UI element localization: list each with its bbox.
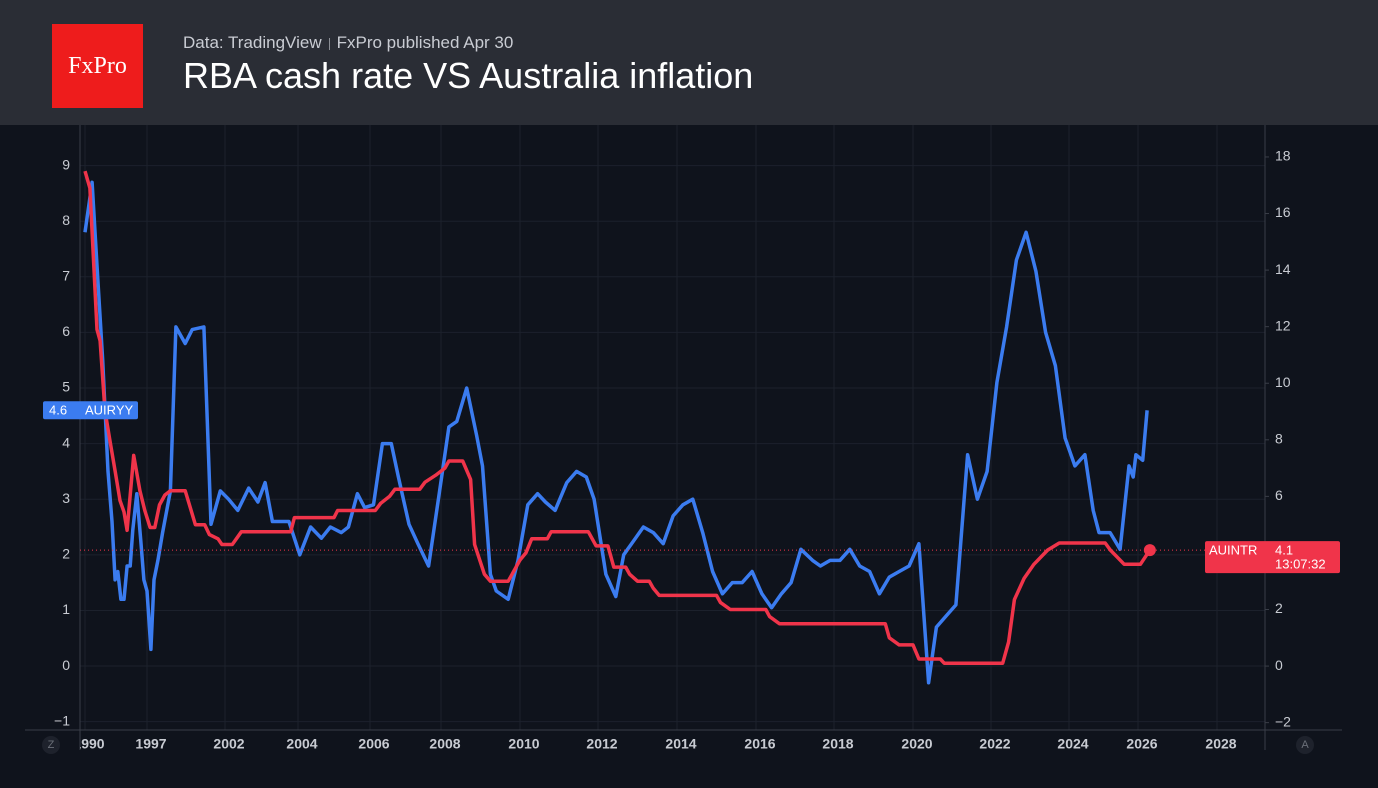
x-tick-label: 1997 (135, 736, 166, 752)
x-tick-label: 2016 (744, 736, 775, 752)
x-tick-label: 2008 (429, 736, 460, 752)
y2-tick-label: 18 (1275, 148, 1291, 164)
y-tick-label: 8 (62, 212, 70, 228)
published: FxPro published Apr 30 (336, 33, 514, 52)
y2-tick-label: 6 (1275, 487, 1283, 503)
x-tick-label: 2006 (358, 736, 389, 752)
last-point (1143, 544, 1156, 557)
x-tick-label: 1990 (73, 736, 104, 752)
y2-tick-label: 2 (1275, 600, 1283, 616)
grid (80, 125, 1265, 730)
header: FxPro Data: TradingView FxPro published A… (0, 0, 1378, 125)
separator (328, 37, 330, 50)
y-tick-label: 4 (62, 434, 70, 450)
countdown: 13:07:32 (1275, 557, 1326, 572)
x-tick-label: 2028 (1205, 736, 1236, 752)
y2-tick-label: 16 (1275, 204, 1291, 220)
x-tick-label: 2020 (901, 736, 932, 752)
source: Data: TradingView (183, 33, 322, 52)
x-tick-label: 2002 (213, 736, 244, 752)
plot (80, 170, 1265, 685)
y-tick-label: 7 (62, 268, 70, 284)
series-name: AUIRYY (85, 403, 133, 418)
source-line: Data: TradingView FxPro published Apr 30 (183, 33, 513, 53)
x-tick-label: 2012 (586, 736, 617, 752)
scale-button[interactable] (1296, 736, 1314, 754)
y-tick-label: 9 (62, 156, 70, 172)
scale-button-label: A (1301, 739, 1309, 751)
series-label-box (43, 401, 138, 420)
y-tick-label: 6 (62, 323, 70, 339)
x-tick-labels: 1990 1997 2002 2004 2006 2008 2010 2012 2014 2016… (73, 736, 1237, 752)
y2-tick-label: 8 (1275, 431, 1283, 447)
y-tick-label: 2 (62, 546, 70, 562)
x-tick-label: 2022 (979, 736, 1010, 752)
y-tick-label: 1 (62, 601, 70, 617)
x-tick-label: 2024 (1057, 736, 1088, 752)
series-label-box (1205, 541, 1340, 574)
x-tick-label: 2014 (665, 736, 696, 752)
last-value: 4.1 (1275, 543, 1293, 558)
logo: FxPro (52, 24, 143, 108)
y-tick-label: 3 (62, 490, 70, 506)
labels: −10123456789−202468101214161819901997200… (42, 148, 1340, 754)
x-tick-label: 2018 (822, 736, 853, 752)
y2-tick-label: 12 (1275, 317, 1291, 333)
series-line (83, 180, 1149, 685)
scale-button-label: Z (48, 739, 55, 751)
y2-tick-label: 14 (1275, 261, 1291, 277)
y-tick-label: 5 (62, 379, 70, 395)
scale-button[interactable] (42, 736, 60, 754)
y2-tick-label: −2 (1275, 713, 1291, 729)
series-line (83, 170, 1152, 665)
last-value: 4.6 (49, 403, 67, 418)
x-tick-label: 2004 (286, 736, 317, 752)
x-tick-label: 2026 (1126, 736, 1157, 752)
y2-tick-label: 0 (1275, 657, 1283, 673)
y2-tick-label: 10 (1275, 374, 1291, 390)
x-tick-label: 2010 (508, 736, 539, 752)
y-tick-label: −1 (54, 712, 70, 728)
series-name: AUINTR (1209, 543, 1257, 558)
chart-title: RBA cash rate VS Australia inflation (183, 55, 754, 96)
y-tick-label: 0 (62, 657, 70, 673)
